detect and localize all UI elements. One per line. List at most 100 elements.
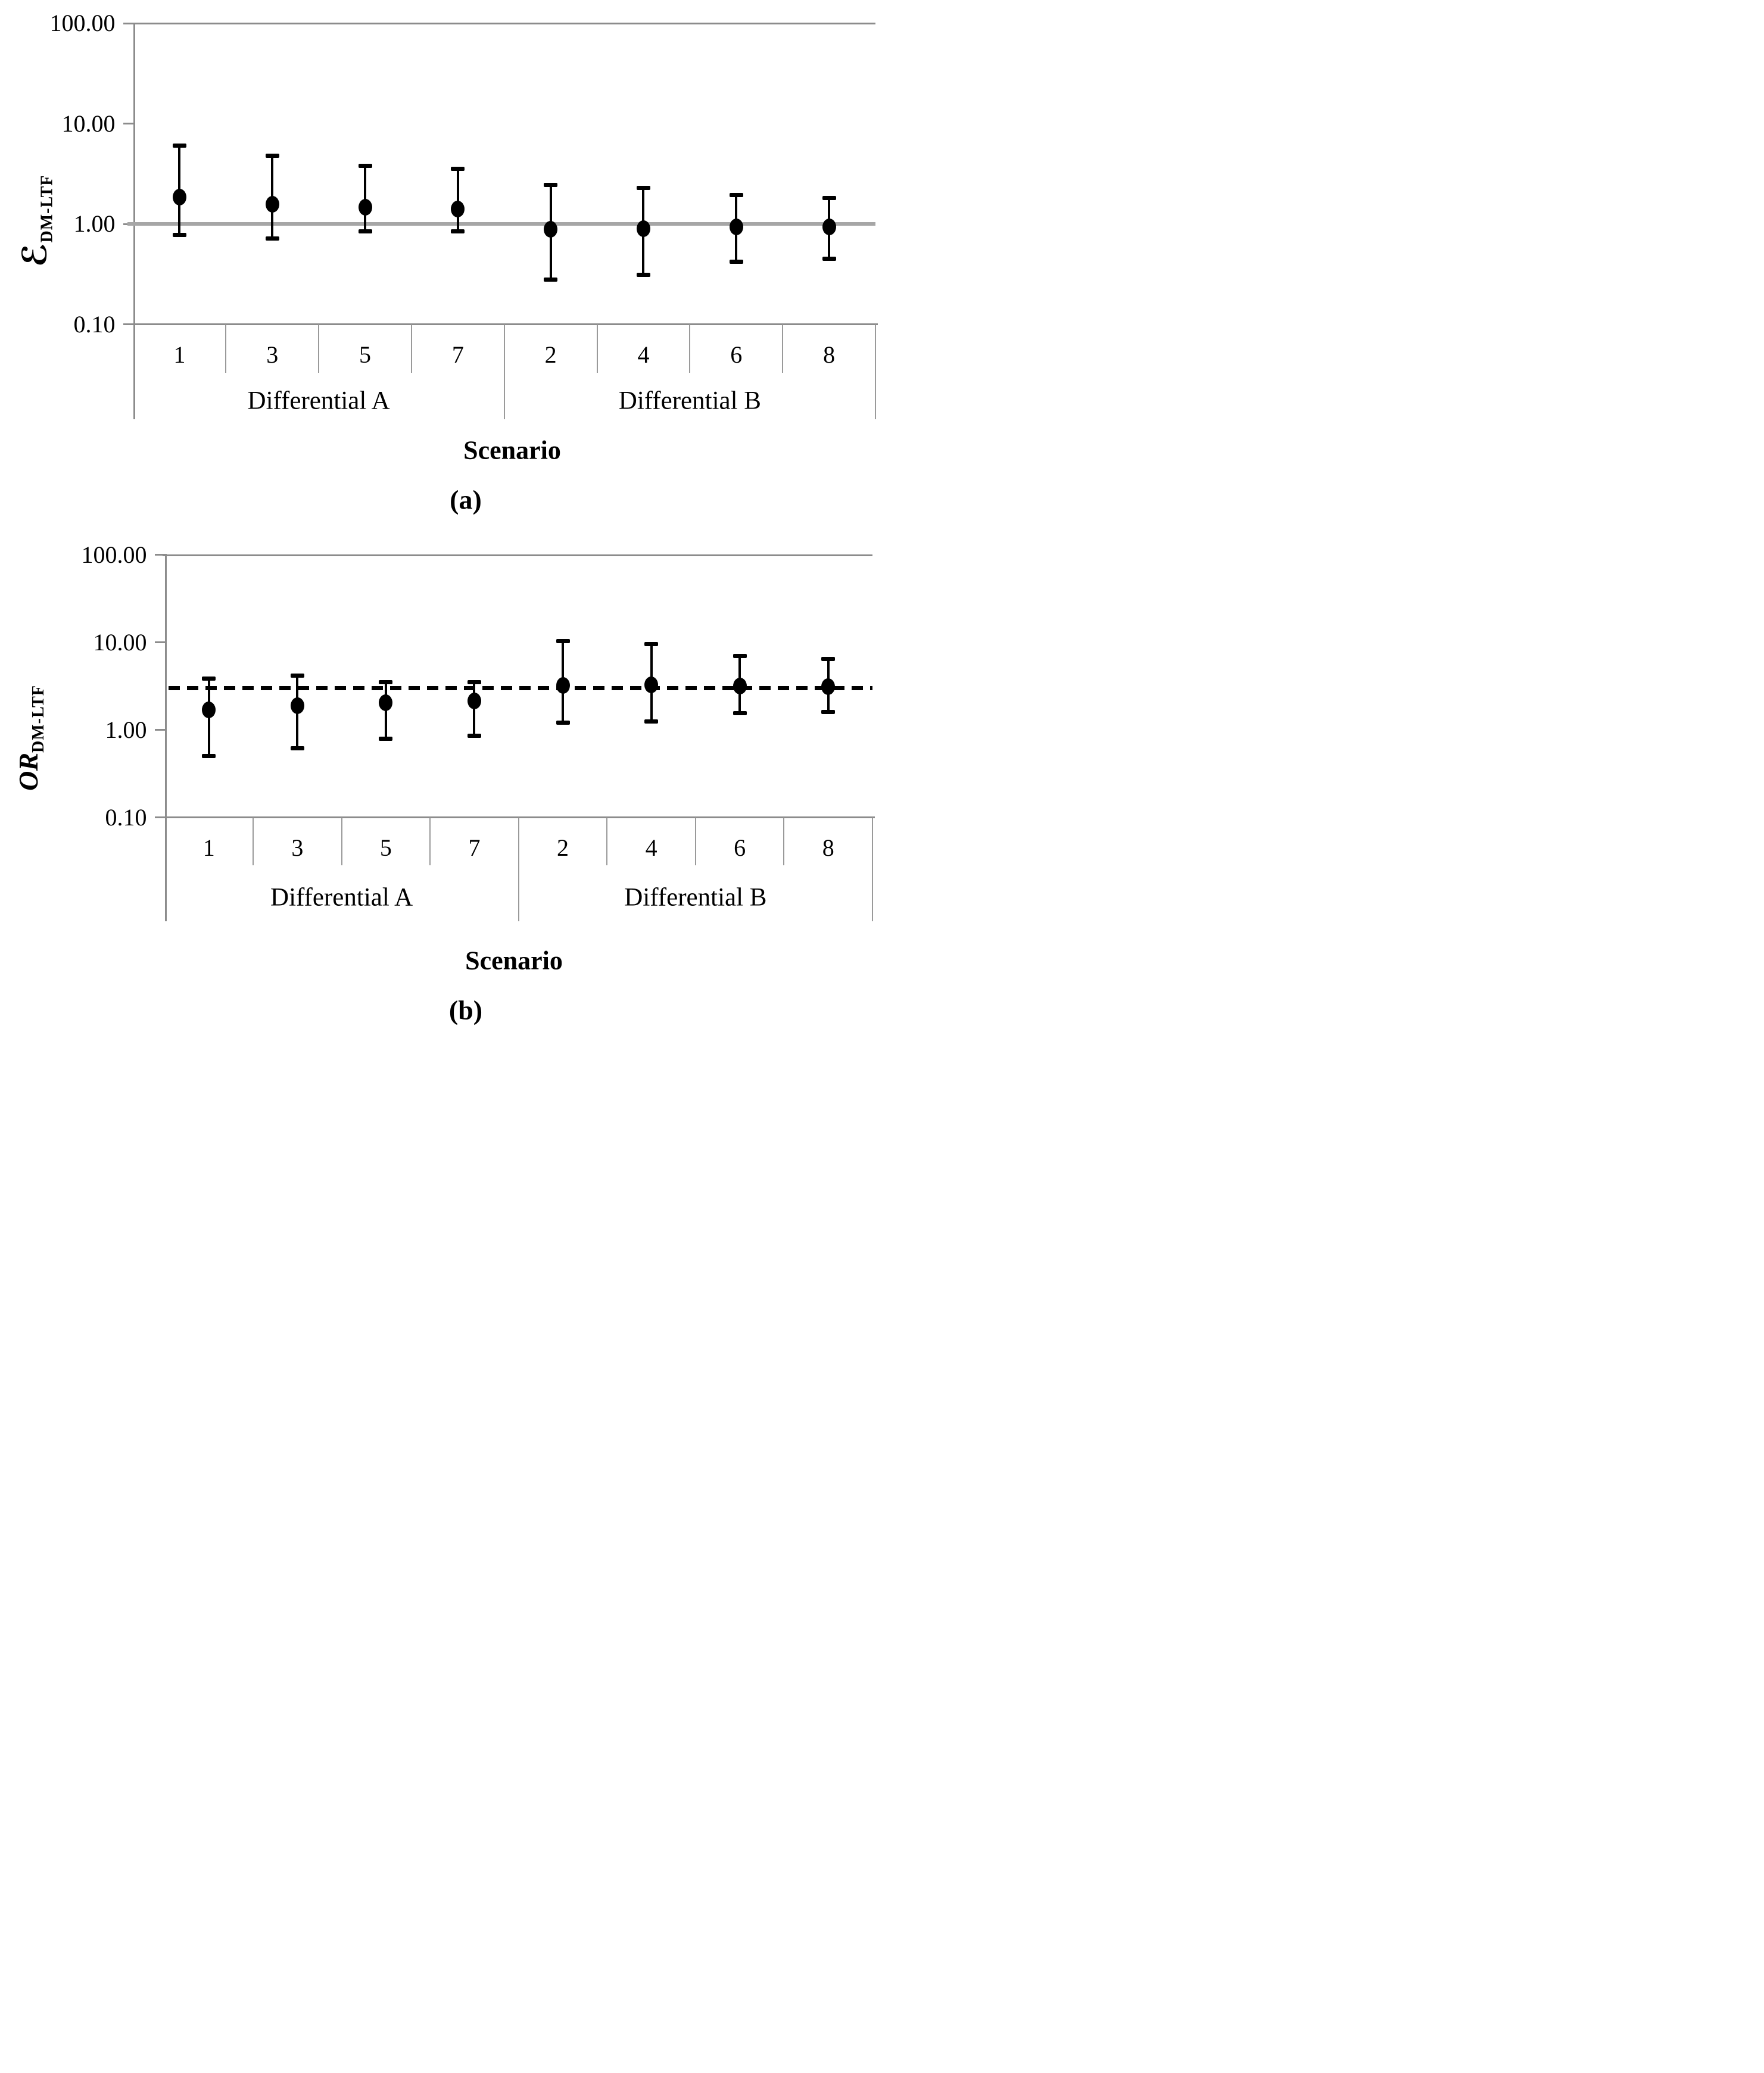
error-bar-cap-bottom xyxy=(821,709,836,714)
y-tick-label: 0.10 xyxy=(105,803,147,831)
y-axis-title-panel-b: ORDM-LTF xyxy=(13,685,48,791)
category-separator xyxy=(783,817,785,865)
category-separator xyxy=(318,324,320,373)
data-point-marker xyxy=(544,221,558,238)
category-separator xyxy=(429,817,431,865)
category-label: 1 xyxy=(173,341,186,368)
category-separator xyxy=(606,817,608,865)
error-bar-cap-bottom xyxy=(467,734,481,738)
y-axis-tick xyxy=(154,554,167,556)
data-point-marker xyxy=(265,195,279,213)
error-bar-cap-bottom xyxy=(544,277,558,282)
error-bar-cap-top xyxy=(821,656,836,661)
error-bar-cap-bottom xyxy=(822,256,836,261)
error-bar-cap-top xyxy=(358,163,372,168)
category-separator xyxy=(782,324,784,373)
error-bar-cap-bottom xyxy=(265,236,279,241)
error-bar-cap-top xyxy=(822,196,836,201)
group-separator xyxy=(872,817,873,921)
group-label: Differential A xyxy=(270,883,413,912)
error-bar-cap-bottom xyxy=(733,711,747,716)
category-label: 7 xyxy=(451,341,464,368)
category-separator xyxy=(694,817,696,865)
error-bar-cap-bottom xyxy=(290,746,304,750)
category-label: 8 xyxy=(822,834,834,861)
data-point-marker xyxy=(822,218,836,235)
category-separator xyxy=(341,817,342,865)
data-point-marker xyxy=(821,678,836,696)
plot-top-border xyxy=(130,23,875,24)
plot-top-border xyxy=(162,554,872,556)
error-bar-cap-top xyxy=(644,642,659,647)
group-label: Differential B xyxy=(618,386,761,415)
error-bar-cap-top xyxy=(544,182,558,187)
error-bar-cap-bottom xyxy=(729,259,743,264)
y-tick-label: 100.00 xyxy=(49,10,116,36)
y-axis-tick xyxy=(154,729,167,731)
y-tick-label: 100.00 xyxy=(81,541,147,568)
error-bar-cap-top xyxy=(379,680,393,685)
y-axis-tick xyxy=(123,123,135,124)
category-separator xyxy=(253,817,254,865)
data-point-marker xyxy=(358,198,372,216)
y-axis-line xyxy=(164,554,167,921)
error-bar-cap-bottom xyxy=(358,229,372,234)
category-label: 6 xyxy=(734,834,746,861)
panel-tag-a: (a) xyxy=(450,484,482,515)
error-bar-cap-bottom xyxy=(202,754,216,759)
error-bar-cap-bottom xyxy=(451,229,465,234)
category-label: 5 xyxy=(359,341,372,368)
error-bar-cap-top xyxy=(733,653,747,658)
error-bar-cap-top xyxy=(265,153,279,158)
y-tick-label: 0.10 xyxy=(73,310,116,338)
error-bar-cap-bottom xyxy=(556,721,570,725)
error-bar-cap-top xyxy=(467,680,481,685)
y-tick-label: 1.00 xyxy=(73,210,116,237)
category-label: 2 xyxy=(544,341,557,368)
group-separator xyxy=(503,324,505,419)
error-bar-cap-bottom xyxy=(172,232,186,237)
group-separator xyxy=(875,324,876,419)
panel-tag-b: (b) xyxy=(448,995,483,1025)
error-bar-cap-top xyxy=(556,639,570,644)
y-axis-tick xyxy=(154,816,167,818)
y-tick-label: 10.00 xyxy=(61,110,116,137)
error-bar xyxy=(473,682,476,736)
data-point-marker xyxy=(379,694,393,711)
error-bar-cap-top xyxy=(636,185,650,190)
group-label: Differential B xyxy=(624,883,767,912)
y-axis-tick xyxy=(123,22,135,24)
y-axis-tick xyxy=(154,641,167,643)
data-point-marker xyxy=(729,219,743,236)
y-axis-title-main-a: ℰ xyxy=(15,242,55,267)
figure: ℰ DM-LTF Scenario (a) 100.00 10.00 1.00 0.10… xyxy=(0,0,882,1036)
x-axis-title-panel-b: Scenario xyxy=(465,946,563,975)
error-bar xyxy=(364,166,367,232)
error-bar xyxy=(456,169,459,232)
error-bar-cap-top xyxy=(729,192,743,197)
y-axis-title-subscript-b: DM-LTF xyxy=(29,685,48,753)
category-label: 4 xyxy=(645,834,657,861)
category-label: 3 xyxy=(291,834,304,861)
y-axis-tick xyxy=(123,323,135,325)
category-separator xyxy=(689,324,691,373)
category-label: 4 xyxy=(637,341,650,368)
data-point-marker xyxy=(172,188,186,205)
category-label: 3 xyxy=(266,341,279,368)
data-point-marker xyxy=(202,702,216,719)
error-bar-cap-top xyxy=(202,676,216,681)
error-bar-cap-bottom xyxy=(379,737,393,741)
error-bar-cap-top xyxy=(451,166,465,171)
data-point-marker xyxy=(636,220,650,237)
data-point-marker xyxy=(733,678,747,695)
category-label: 1 xyxy=(202,834,215,861)
category-label: 6 xyxy=(730,341,743,368)
y-tick-label: 10.00 xyxy=(93,628,147,656)
error-bar-cap-top xyxy=(290,674,304,678)
error-bar-cap-bottom xyxy=(644,719,659,724)
y-tick-label: 1.00 xyxy=(105,716,147,743)
category-label: 8 xyxy=(823,341,836,368)
category-separator xyxy=(410,324,412,373)
reference-line-dashed xyxy=(168,685,872,690)
data-point-marker xyxy=(644,677,659,694)
